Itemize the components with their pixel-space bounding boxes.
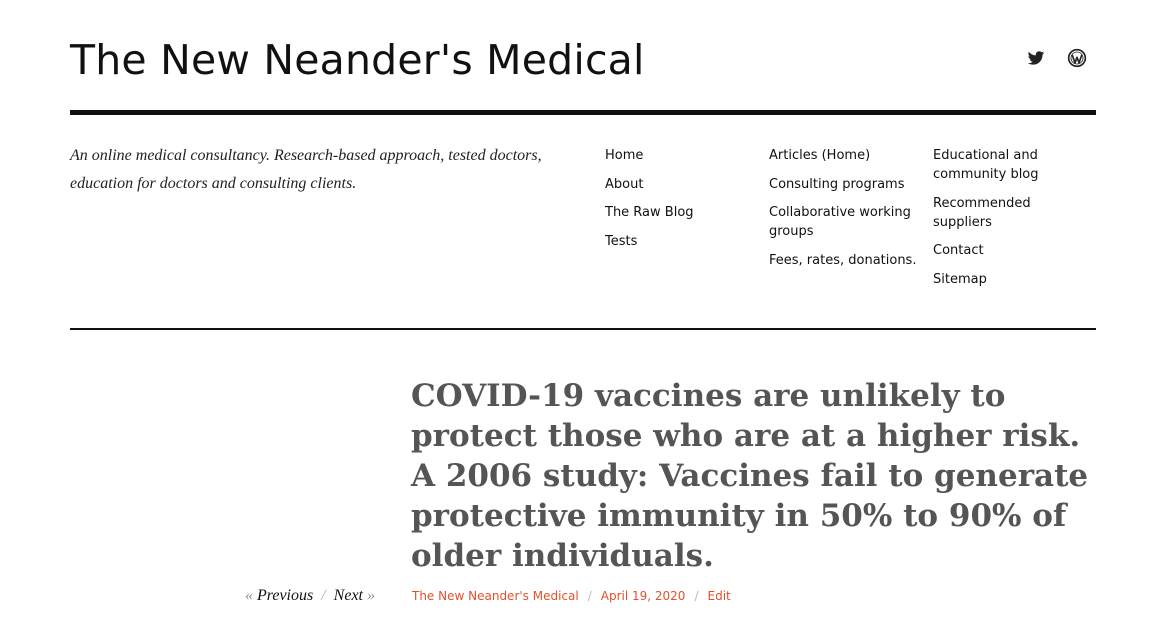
wordpress-link[interactable] bbox=[1067, 46, 1087, 70]
nav-column-1: Home About The Raw Blog Tests bbox=[605, 146, 765, 260]
nav-item-raw-blog[interactable]: The Raw Blog bbox=[605, 205, 694, 220]
nav-column-2: Articles (Home) Consulting programs Coll… bbox=[769, 146, 929, 279]
nav-item-home[interactable]: Home bbox=[605, 148, 644, 163]
nav-item-tests[interactable]: Tests bbox=[605, 233, 638, 249]
nav-item-about[interactable]: About bbox=[605, 176, 644, 192]
nav-item-recommended-suppliers[interactable]: Recommended suppliers bbox=[933, 195, 1031, 230]
nav-item-collaborative-groups[interactable]: Collaborative working groups bbox=[769, 205, 911, 239]
header-divider bbox=[70, 110, 1096, 115]
site-title[interactable]: The New Neander's Medical bbox=[70, 36, 645, 84]
next-label: Next bbox=[333, 587, 363, 604]
twitter-link[interactable] bbox=[1027, 46, 1047, 70]
nav-item-community-blog[interactable]: Educational and community blog bbox=[933, 148, 1039, 182]
post-nav-separator: / bbox=[321, 587, 326, 604]
next-post-link[interactable]: Next » bbox=[334, 587, 375, 604]
wordpress-icon bbox=[1067, 46, 1087, 70]
nav-divider bbox=[70, 328, 1096, 330]
next-arrow: » bbox=[367, 587, 375, 604]
previous-label: Previous bbox=[256, 587, 314, 604]
post-navigation: « Previous / Next » bbox=[180, 585, 375, 607]
post-author-link[interactable]: The New Neander's Medical bbox=[412, 589, 579, 603]
nav-item-consulting-programs[interactable]: Consulting programs bbox=[769, 176, 905, 192]
previous-post-link[interactable]: « Previous bbox=[245, 587, 313, 604]
meta-separator: / bbox=[694, 589, 699, 603]
post-title: COVID-19 vaccines are unlikely to protec… bbox=[411, 378, 1089, 574]
social-links bbox=[1027, 46, 1087, 70]
post-meta: The New Neander's Medical / April 19, 2020… bbox=[412, 587, 731, 605]
nav-item-fees[interactable]: Fees, rates, donations. bbox=[769, 252, 917, 268]
nav-item-sitemap[interactable]: Sitemap bbox=[933, 271, 987, 287]
post-date-link[interactable]: April 19, 2020 bbox=[600, 589, 686, 603]
nav-column-3: Educational and community blog Recommend… bbox=[933, 146, 1083, 298]
edit-link[interactable]: Edit bbox=[707, 589, 731, 603]
twitter-icon bbox=[1027, 46, 1047, 70]
site-tagline: An online medical consultancy. Research-… bbox=[70, 147, 542, 192]
meta-separator: / bbox=[587, 589, 592, 603]
previous-arrow: « bbox=[244, 587, 253, 604]
nav-item-articles-home[interactable]: Articles (Home) bbox=[769, 148, 871, 163]
nav-item-contact[interactable]: Contact bbox=[933, 243, 984, 258]
